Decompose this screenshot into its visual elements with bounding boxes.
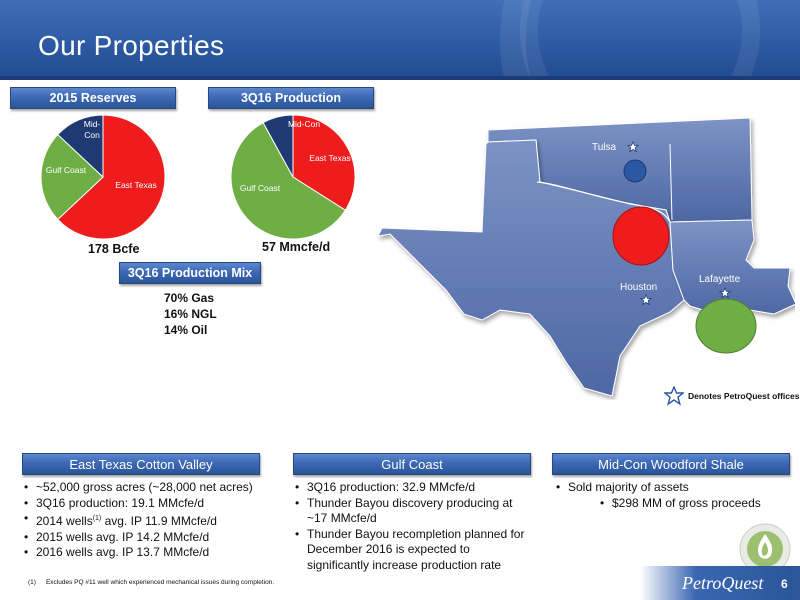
city-label-houston: Houston xyxy=(620,282,657,293)
bullet-item: 2014 wells(1) avg. IP 11.9 MMcfe/d xyxy=(22,511,282,530)
footnote: (1) Excludes PQ #11 well which experienc… xyxy=(28,579,274,586)
page-number: 6 xyxy=(781,577,788,591)
city-label-tulsa: Tulsa xyxy=(592,142,617,153)
office-legend-label: Denotes PetroQuest offices xyxy=(688,391,800,401)
bullet-text: avg. IP 11.9 MMcfe/d xyxy=(101,514,217,528)
reserves-slice-label-2: Mid-Con xyxy=(84,119,101,140)
state-border xyxy=(669,143,673,221)
reserves-slice-1 xyxy=(40,133,104,221)
region-map: Tulsa Houston Lafayette xyxy=(377,117,795,397)
star-icon xyxy=(664,386,684,406)
footnote-ref: (1) xyxy=(92,515,102,522)
reserves-slice-2 xyxy=(57,114,104,179)
star-icon xyxy=(626,141,640,153)
header-swirl xyxy=(520,0,760,80)
bullet-item: Sold majority of assets xyxy=(554,480,790,496)
star-icon xyxy=(639,294,653,306)
reserves-pie-chart: East Texas Gulf Coast Mid-Con xyxy=(40,114,166,240)
mix-header: 3Q16 Production Mix xyxy=(119,262,261,284)
gulf-coast-region-marker xyxy=(695,298,757,354)
reserves-total: 178 Bcfe xyxy=(88,242,140,256)
header-stripe xyxy=(0,76,800,80)
production-total: 57 Mmcfe/d xyxy=(262,240,331,254)
mix-line-ngl: 16% NGL xyxy=(164,307,217,321)
slide-title: Our Properties xyxy=(38,30,225,61)
bullet-item: Thunder Bayou discovery producing at ~17… xyxy=(293,496,525,527)
production-slice-1 xyxy=(230,121,347,240)
reserves-header: 2015 Reserves xyxy=(10,87,176,109)
slide-header xyxy=(0,0,800,80)
city-label-lafayette: Lafayette xyxy=(699,274,741,285)
star-icon xyxy=(718,287,732,299)
texas-shape xyxy=(377,139,685,397)
production-slice-label-1: Gulf Coast xyxy=(240,183,281,193)
mix-line-oil: 14% Oil xyxy=(164,323,208,337)
reserves-slice-label-0: East Texas xyxy=(115,180,156,190)
production-slice-label-0: East Texas xyxy=(309,153,350,163)
mix-line-gas: 70% Gas xyxy=(164,291,215,305)
footnote-text: Excludes PQ #11 well which experienced m… xyxy=(45,579,275,586)
midcon-region-marker xyxy=(623,159,647,183)
bullet-text: 2014 wells xyxy=(36,514,93,528)
bullet-item: Thunder Bayou recompletion planned for D… xyxy=(293,527,525,574)
production-pie-chart: East Texas Gulf Coast Mid-Con xyxy=(230,114,356,240)
gulf-coast-bullets: 3Q16 production: 32.9 MMcfe/d Thunder Ba… xyxy=(293,480,525,573)
brand-wordmark: PetroQuest xyxy=(682,573,764,593)
bullet-item: 3Q16 production: 32.9 MMcfe/d xyxy=(293,480,525,496)
production-slice-2 xyxy=(262,114,294,178)
east-texas-bullets: ~52,000 gross acres (~28,000 net acres) … xyxy=(22,480,282,561)
reserves-slice-label-1: Gulf Coast xyxy=(46,165,87,175)
footnote-marker: (1) xyxy=(28,579,36,586)
midcon-bullets: Sold majority of assets $298 MM of gross… xyxy=(554,480,790,511)
bullet-item: $298 MM of gross proceeds xyxy=(554,496,790,512)
bullet-item: 3Q16 production: 19.1 MMcfe/d xyxy=(22,496,282,512)
midcon-header: Mid-Con Woodford Shale xyxy=(552,453,790,475)
east-texas-region-marker xyxy=(612,206,670,266)
footer-bar xyxy=(640,566,800,600)
east-texas-header: East Texas Cotton Valley xyxy=(22,453,260,475)
production-slice-label-2: Mid-Con xyxy=(288,119,320,129)
louisiana-shape xyxy=(669,219,795,317)
bullet-item: ~52,000 gross acres (~28,000 net acres) xyxy=(22,480,282,496)
production-header: 3Q16 Production xyxy=(208,87,374,109)
bullet-item: 2015 wells avg. IP 14.2 MMcfe/d xyxy=(22,530,282,546)
reserves-slice-0 xyxy=(57,114,166,240)
production-mix-list: 70% Gas 16% NGL 14% Oil xyxy=(164,290,217,338)
bullet-item: 2016 wells avg. IP 13.7 MMcfe/d xyxy=(22,545,282,561)
gulf-coast-header: Gulf Coast xyxy=(293,453,531,475)
state-border xyxy=(536,181,671,223)
office-legend: Denotes PetroQuest offices xyxy=(664,386,799,406)
